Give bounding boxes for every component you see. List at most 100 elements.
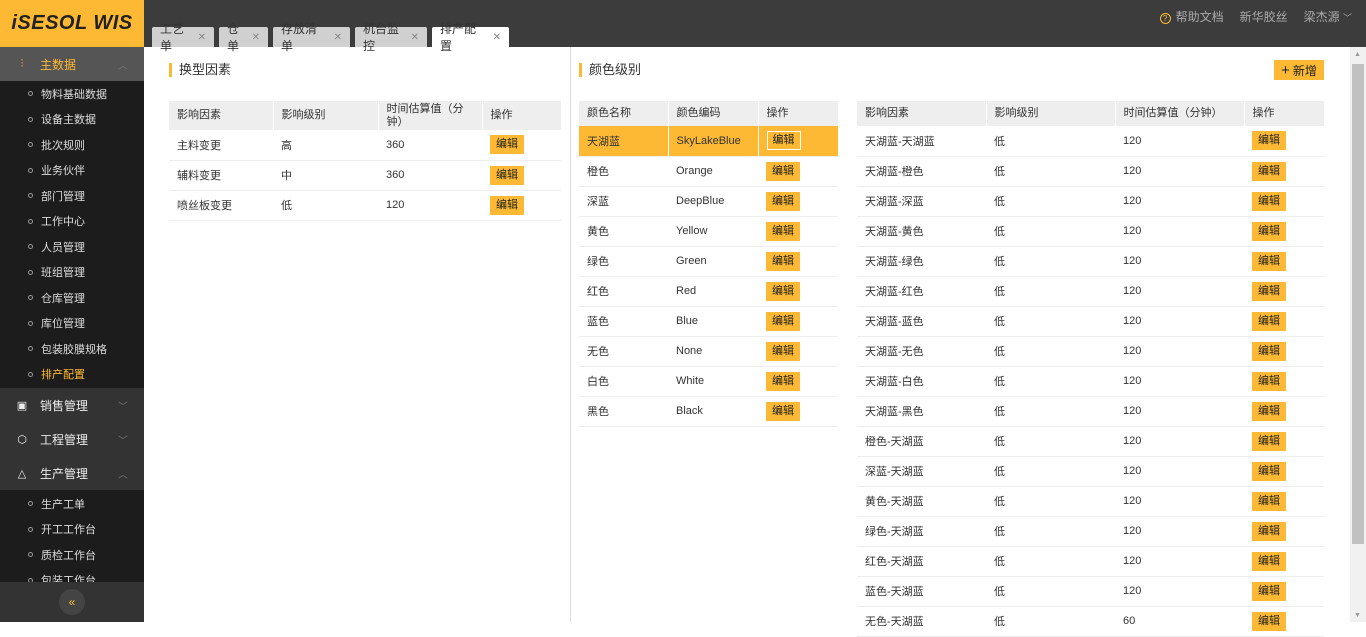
sidebar-item[interactable]: 库位管理: [0, 311, 144, 337]
table-row[interactable]: 绿色 Green 编辑: [579, 246, 838, 277]
table-row[interactable]: 喷丝板变更低 120 编辑: [169, 190, 561, 221]
edit-button[interactable]: 编辑: [766, 401, 800, 421]
edit-button[interactable]: 编辑: [766, 191, 800, 211]
table-row[interactable]: 深蓝-天湖蓝低 120 编辑: [857, 456, 1324, 487]
table-row[interactable]: 红色 Red 编辑: [579, 276, 838, 307]
edit-button[interactable]: 编辑: [1252, 581, 1286, 601]
add-button[interactable]: + 新增: [1274, 60, 1324, 80]
edit-button[interactable]: 编辑: [766, 221, 800, 241]
table-row[interactable]: 红色-天湖蓝低 120 编辑: [857, 546, 1324, 577]
edit-button[interactable]: 编辑: [1252, 551, 1286, 571]
close-icon[interactable]: ✕: [492, 31, 501, 43]
table-cell: 低: [986, 186, 1115, 217]
edit-button[interactable]: 编辑: [1252, 251, 1286, 271]
sidebar-item[interactable]: 班组管理: [0, 260, 144, 286]
tab[interactable]: 工艺单 ✕: [152, 22, 214, 53]
edit-button[interactable]: 编辑: [766, 131, 801, 151]
table-row[interactable]: 天湖蓝-红色低 120 编辑: [857, 276, 1324, 307]
table-row[interactable]: 天湖蓝 SkyLakeBlue 编辑: [579, 126, 839, 157]
edit-button[interactable]: 编辑: [1252, 401, 1286, 421]
sidebar-group-3[interactable]: △ 生产管理 ︿: [0, 456, 144, 490]
edit-button[interactable]: 编辑: [490, 165, 524, 185]
edit-button[interactable]: 编辑: [1252, 131, 1286, 151]
tab[interactable]: 仓单 ✕: [219, 22, 268, 53]
close-icon[interactable]: ✕: [197, 31, 206, 43]
sidebar-group-0[interactable]: ⫶ 主数据 ︿: [0, 47, 144, 81]
table-row[interactable]: 主料变更高 360 编辑: [169, 130, 561, 161]
table-row[interactable]: 黑色 Black 编辑: [579, 396, 838, 427]
sidebar-item[interactable]: 包装胶膜规格: [0, 336, 144, 362]
scrollbar[interactable]: ▲ ▼: [1350, 47, 1366, 622]
help-link[interactable]: ? 帮助文档: [1159, 8, 1224, 25]
edit-button[interactable]: 编辑: [1252, 191, 1286, 211]
edit-button[interactable]: 编辑: [1252, 221, 1286, 241]
table-row[interactable]: 天湖蓝-蓝色低 120 编辑: [857, 306, 1324, 337]
table-row[interactable]: 黄色-天湖蓝低 120 编辑: [857, 486, 1324, 517]
table-row[interactable]: 橙色 Orange 编辑: [579, 156, 838, 187]
sidebar-group-2[interactable]: ⬡ 工程管理 ﹀: [0, 422, 144, 456]
edit-button[interactable]: 编辑: [766, 341, 800, 361]
table-row[interactable]: 无色 None 编辑: [579, 336, 838, 367]
sidebar-item[interactable]: 开工工作台: [0, 517, 144, 543]
table-row[interactable]: 绿色-天湖蓝低 120 编辑: [857, 516, 1324, 547]
sidebar-item[interactable]: 设备主数据: [0, 107, 144, 133]
table-row[interactable]: 橙色-天湖蓝低 120 编辑: [857, 426, 1324, 457]
table-row[interactable]: 辅料变更中 360 编辑: [169, 160, 561, 191]
edit-button[interactable]: 编辑: [1252, 281, 1286, 301]
sidebar-item[interactable]: 生产工单: [0, 491, 144, 517]
sidebar-item[interactable]: 批次规则: [0, 132, 144, 158]
edit-button[interactable]: 编辑: [1252, 341, 1286, 361]
edit-button[interactable]: 编辑: [1252, 611, 1286, 631]
sidebar-item[interactable]: 质检工作台: [0, 542, 144, 568]
sidebar-item[interactable]: 仓库管理: [0, 285, 144, 311]
edit-button[interactable]: 编辑: [490, 195, 524, 215]
tab[interactable]: 存放清单 ✕: [273, 22, 350, 53]
sidebar-item[interactable]: 部门管理: [0, 183, 144, 209]
scrollbar-thumb[interactable]: [1352, 64, 1364, 544]
double-chevron-left-icon[interactable]: «: [59, 589, 85, 615]
company-name[interactable]: 新华胶丝: [1239, 10, 1288, 24]
close-icon[interactable]: ✕: [410, 31, 419, 43]
scroll-up-icon[interactable]: ▲: [1354, 51, 1361, 58]
sidebar-item[interactable]: 业务伙伴: [0, 158, 144, 184]
table-row[interactable]: 无色-天湖蓝低 60 编辑: [857, 606, 1324, 637]
table-row[interactable]: 天湖蓝-深蓝低 120 编辑: [857, 186, 1324, 217]
edit-button[interactable]: 编辑: [1252, 491, 1286, 511]
edit-button[interactable]: 编辑: [766, 161, 800, 181]
edit-button[interactable]: 编辑: [766, 251, 800, 271]
edit-button[interactable]: 编辑: [1252, 311, 1286, 331]
close-icon[interactable]: ✕: [251, 31, 260, 43]
table-row[interactable]: 黄色 Yellow 编辑: [579, 216, 838, 247]
table-row[interactable]: 蓝色 Blue 编辑: [579, 306, 838, 337]
edit-button[interactable]: 编辑: [1252, 161, 1286, 181]
user-menu[interactable]: 梁杰源 ﹀: [1303, 10, 1352, 24]
edit-button[interactable]: 编辑: [766, 281, 800, 301]
edit-button[interactable]: 编辑: [766, 311, 800, 331]
edit-button[interactable]: 编辑: [766, 371, 800, 391]
collapse-sidebar-button[interactable]: «: [0, 582, 144, 622]
edit-button[interactable]: 编辑: [1252, 461, 1286, 481]
table-row[interactable]: 蓝色-天湖蓝低 120 编辑: [857, 576, 1324, 607]
edit-button[interactable]: 编辑: [490, 135, 524, 155]
sidebar-item[interactable]: 人员管理: [0, 234, 144, 260]
table-row[interactable]: 天湖蓝-天湖蓝低 120 编辑: [857, 126, 1324, 157]
table-row[interactable]: 天湖蓝-黑色低 120 编辑: [857, 396, 1324, 427]
sidebar-item[interactable]: 工作中心: [0, 209, 144, 235]
table-row[interactable]: 天湖蓝-无色低 120 编辑: [857, 336, 1324, 367]
tab[interactable]: 机台监控 ✕: [355, 22, 427, 53]
table-row[interactable]: 天湖蓝-绿色低 120 编辑: [857, 246, 1324, 277]
sidebar-item[interactable]: 排产配置: [0, 362, 144, 388]
close-icon[interactable]: ✕: [333, 31, 342, 43]
table-row[interactable]: 深蓝 DeepBlue 编辑: [579, 186, 838, 217]
scroll-down-icon[interactable]: ▼: [1354, 612, 1361, 619]
table-row[interactable]: 天湖蓝-白色低 120 编辑: [857, 366, 1324, 397]
table-row[interactable]: 天湖蓝-黄色低 120 编辑: [857, 216, 1324, 247]
edit-button[interactable]: 编辑: [1252, 431, 1286, 451]
tab[interactable]: 排产配置 ✕: [432, 22, 509, 53]
table-row[interactable]: 白色 White 编辑: [579, 366, 838, 397]
sidebar-item[interactable]: 物料基础数据: [0, 81, 144, 107]
edit-button[interactable]: 编辑: [1252, 521, 1286, 541]
table-row[interactable]: 天湖蓝-橙色低 120 编辑: [857, 156, 1324, 187]
edit-button[interactable]: 编辑: [1252, 371, 1286, 391]
sidebar-group-1[interactable]: ▣ 销售管理 ﹀: [0, 388, 144, 422]
